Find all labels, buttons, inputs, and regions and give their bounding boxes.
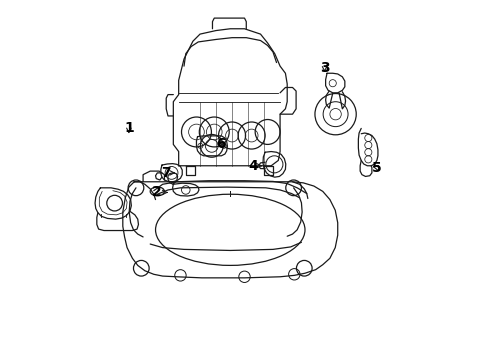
Text: 6: 6	[216, 138, 226, 152]
Text: 7: 7	[161, 166, 174, 180]
Text: 5: 5	[371, 161, 381, 175]
Text: 3: 3	[319, 61, 329, 75]
Text: 2: 2	[151, 185, 167, 199]
Text: 4: 4	[247, 159, 261, 173]
Text: 1: 1	[124, 121, 133, 135]
